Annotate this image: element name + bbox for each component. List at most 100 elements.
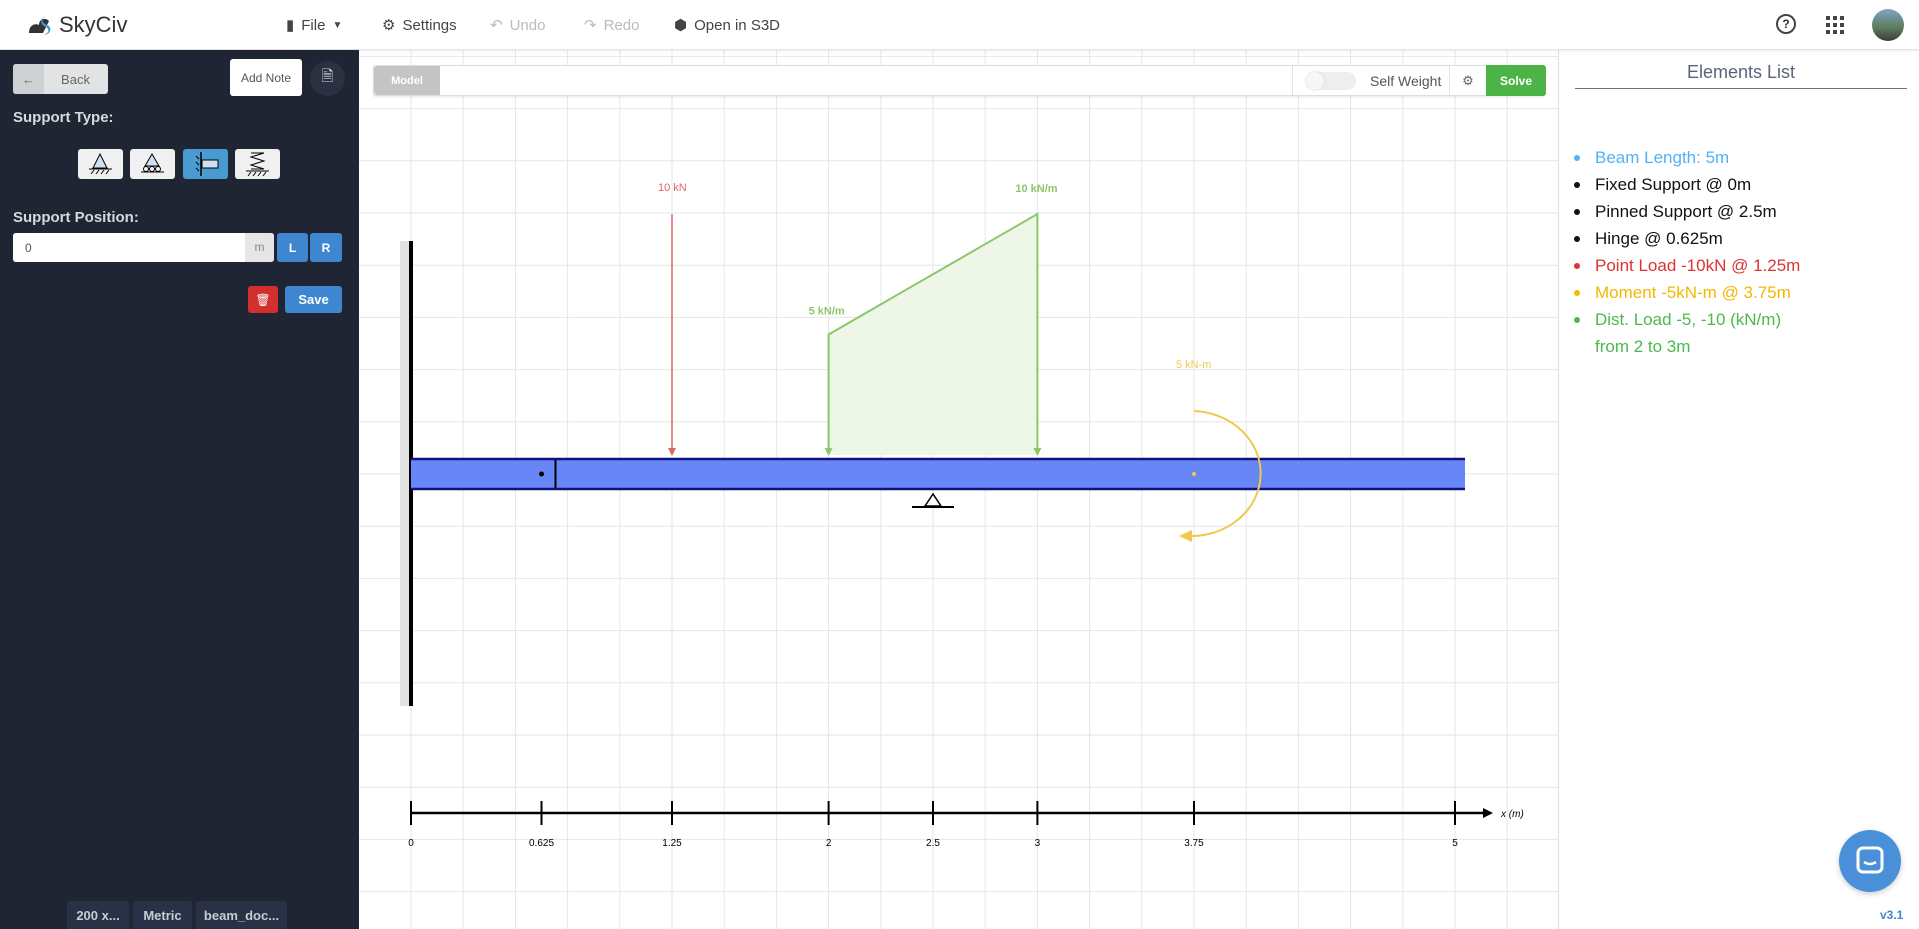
moment-arc	[1187, 410, 1262, 538]
spring-support-icon	[246, 152, 269, 177]
bullet-icon	[1574, 290, 1580, 296]
support-type-pinned[interactable]	[78, 149, 123, 179]
element-text: Moment -5kN-m @ 3.75m	[1595, 283, 1791, 302]
file-label: File	[301, 16, 326, 34]
back-label: Back	[61, 71, 90, 87]
solve-button[interactable]: Solve	[1486, 65, 1546, 96]
section-tag[interactable]: 200 x...	[67, 901, 129, 929]
self-weight-label: Self Weight	[1370, 73, 1442, 89]
support-position-group: m	[13, 233, 274, 262]
tick-label: 2	[826, 838, 832, 849]
note-icon: 🗎	[321, 68, 334, 85]
chat-icon	[1856, 846, 1884, 874]
filename-tag[interactable]: beam_doc...	[196, 901, 287, 929]
beam	[411, 458, 1465, 490]
support-type-fixed[interactable]	[183, 149, 228, 179]
element-text: Dist. Load -5, -10 (kN/m)	[1595, 310, 1782, 329]
bullet-icon	[1574, 209, 1580, 215]
trash-icon: 🗑	[255, 292, 271, 307]
dist-load-area	[828, 214, 1038, 455]
element-list-item[interactable]: Fixed Support @ 0m	[1574, 175, 1751, 195]
add-note-button[interactable]: 🗎	[310, 61, 345, 96]
user-avatar[interactable]	[1872, 9, 1904, 41]
support-position-input[interactable]	[13, 233, 245, 262]
arrow-left-icon: ←	[13, 64, 44, 94]
axis-arrowhead	[1483, 808, 1493, 818]
cube-icon: ⬢	[674, 17, 688, 34]
redo-icon: ↷	[584, 17, 597, 34]
point-load-arrowhead	[668, 448, 676, 456]
element-list-item[interactable]: from 2 to 3m	[1574, 337, 1690, 357]
element-list-item[interactable]: Moment -5kN-m @ 3.75m	[1574, 283, 1791, 303]
support-type-label: Support Type:	[13, 109, 114, 126]
element-list-item[interactable]: Point Load -10kN @ 1.25m	[1574, 256, 1800, 276]
undo-icon: ↶	[490, 17, 503, 34]
chevron-down-icon: ▼	[332, 19, 343, 31]
chat-button[interactable]	[1839, 830, 1901, 892]
bullet-icon	[1574, 317, 1580, 323]
element-text: Fixed Support @ 0m	[1595, 175, 1752, 194]
moment-arrowhead	[1179, 530, 1192, 542]
left-end-button[interactable]: L	[277, 233, 308, 262]
tick-label: 1.25	[662, 838, 682, 849]
redo-button[interactable]: ↷ Redo	[584, 16, 640, 35]
elements-list-title: Elements List	[1575, 62, 1907, 89]
dist-load-outline	[827, 212, 1039, 450]
element-list-item[interactable]: Hinge @ 0.625m	[1574, 229, 1723, 249]
save-button[interactable]: Save	[285, 286, 342, 313]
undo-button[interactable]: ↶ Undo	[490, 16, 545, 35]
top-navbar: SkyCiv ▮ File ▼ ⚙ Settings ↶ Undo ↷ Redo ⬢ Ope…	[0, 0, 1919, 50]
bullet-icon	[1574, 263, 1580, 269]
self-weight-toggle[interactable]	[1306, 72, 1356, 90]
skyciv-logo[interactable]: SkyCiv	[27, 12, 127, 38]
model-toolbar: Model Self Weight ⚙ Solve	[373, 65, 1546, 96]
axis-label: x (m)	[1500, 809, 1524, 820]
support-position-label: Support Position:	[13, 209, 139, 226]
delete-button[interactable]: 🗑	[248, 286, 278, 313]
element-list-item[interactable]: Beam Length: 5m	[1574, 148, 1729, 168]
support-type-roller[interactable]	[130, 149, 175, 179]
support-type-spring[interactable]	[235, 149, 280, 179]
file-icon: ▮	[286, 17, 295, 34]
solve-settings-button[interactable]: ⚙	[1450, 66, 1486, 95]
fixed-support-wall	[400, 241, 409, 706]
tick-label: 5	[1452, 838, 1458, 849]
moment-label: 5 kN-m	[1176, 359, 1211, 371]
cogs-icon: ⚙	[382, 17, 396, 34]
element-text: Beam Length: 5m	[1595, 148, 1730, 167]
open-in-s3d-button[interactable]: ⬢ Open in S3D	[674, 16, 780, 35]
back-button[interactable]: ← Back	[13, 64, 108, 94]
right-end-button[interactable]: R	[310, 233, 342, 262]
beam-canvas[interactable]: 5 kN/m 10 kN/m 10 kN 5 kN-m x (m) 0 0.625 1.25 2…	[359, 50, 1558, 929]
roller-support-icon	[141, 153, 164, 173]
bullet-icon	[1574, 344, 1580, 350]
tick-label: 0	[408, 838, 414, 849]
logo-icon	[29, 15, 51, 35]
pinned-support	[923, 492, 943, 507]
tick-label: 2.5	[926, 838, 940, 849]
model-tab[interactable]: Model	[374, 66, 440, 95]
unit-addon: m	[245, 233, 274, 262]
bullet-icon	[1574, 182, 1580, 188]
pinned-support-icon	[89, 152, 112, 175]
help-icon[interactable]: ?	[1776, 14, 1796, 34]
cogs-icon: ⚙	[1462, 72, 1474, 88]
elements-list-panel: Elements List Beam Length: 5m Fixed Suppo…	[1558, 50, 1919, 929]
settings-menu[interactable]: ⚙ Settings	[382, 16, 457, 35]
fixed-support-icon	[195, 152, 219, 176]
element-text: Hinge @ 0.625m	[1595, 229, 1723, 248]
element-list-item[interactable]: Dist. Load -5, -10 (kN/m)	[1574, 310, 1781, 330]
dist-load-end-label: 10 kN/m	[1015, 183, 1057, 195]
units-tag[interactable]: Metric	[133, 901, 192, 929]
element-list-item[interactable]: Pinned Support @ 2.5m	[1574, 202, 1777, 222]
add-note-tooltip: Add Note	[230, 59, 302, 96]
open-s3d-label: Open in S3D	[694, 16, 780, 34]
element-text: from 2 to 3m	[1595, 337, 1691, 356]
point-load-label: 10 kN	[658, 182, 687, 194]
settings-label: Settings	[402, 16, 457, 34]
bullet-icon	[1574, 236, 1580, 242]
tick-label: 3.75	[1184, 838, 1204, 849]
file-menu[interactable]: ▮ File ▼	[286, 16, 343, 35]
apps-grid-icon[interactable]	[1826, 16, 1844, 34]
redo-label: Redo	[603, 16, 640, 34]
